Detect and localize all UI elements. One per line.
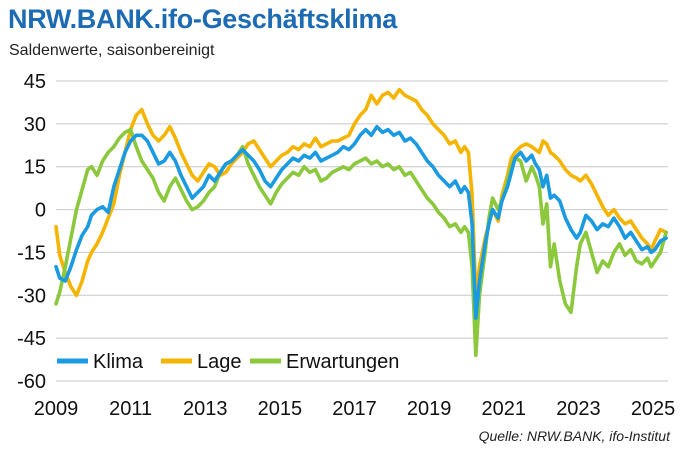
y-tick-label: 45 — [24, 71, 46, 93]
y-tick-label: -30 — [17, 285, 46, 307]
legend-label: Lage — [197, 351, 242, 373]
y-tick-label: 15 — [24, 157, 46, 179]
chart-title: NRW.BANK.ifo-Geschäftsklima — [8, 4, 397, 34]
legend-label: Klima — [93, 351, 144, 373]
legend-label: Erwartungen — [286, 351, 399, 373]
x-axis-ticks: 2009 2011 2013 2015 2017 2019 2021 2023 2025 — [34, 398, 676, 420]
series-line-klima — [54, 124, 668, 320]
legend-item-klima[interactable]: Klima — [57, 351, 144, 373]
x-tick-label: 2025 — [631, 398, 676, 420]
x-tick-label: 2015 — [258, 398, 303, 420]
x-tick-label: 2011 — [109, 398, 152, 420]
legend[interactable]: Klima Lage Erwartungen — [57, 351, 399, 373]
series-line-lage — [54, 87, 668, 298]
y-tick-label: -15 — [17, 242, 46, 264]
x-tick-label: 2021 — [482, 398, 527, 420]
x-tick-label: 2019 — [407, 398, 452, 420]
chart-subtitle: Saldenwerte, saisonbereinigt — [9, 42, 215, 59]
x-tick-label: 2009 — [34, 398, 79, 420]
series-lines — [54, 87, 668, 358]
y-tick-label: -60 — [17, 371, 46, 393]
source-note: Quelle: NRW.BANK, ifo-Institut — [478, 428, 670, 444]
legend-item-erwartungen[interactable]: Erwartungen — [250, 351, 399, 373]
x-tick-label: 2023 — [556, 398, 601, 420]
x-tick-label: 2013 — [183, 398, 228, 420]
y-tick-label: 30 — [24, 114, 46, 136]
x-tick-label: 2017 — [332, 398, 377, 420]
y-tick-label: -45 — [17, 328, 46, 350]
series-line-erwartungen — [54, 127, 668, 358]
gridlines — [56, 80, 668, 382]
legend-item-lage[interactable]: Lage — [161, 351, 242, 373]
y-tick-label: 0 — [35, 200, 46, 222]
y-axis-ticks: 45 30 15 0 -15 -30 -45 -60 — [17, 71, 46, 393]
